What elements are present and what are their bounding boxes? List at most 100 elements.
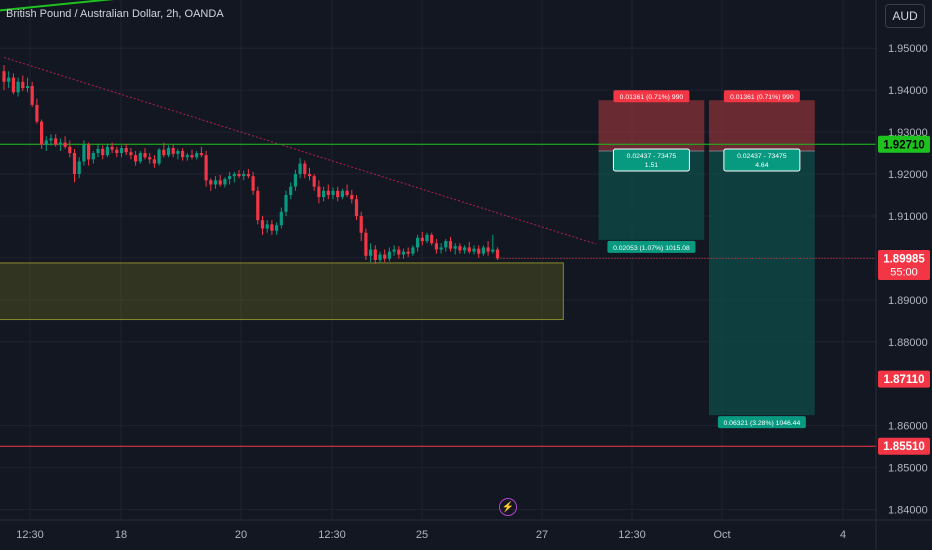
candle-body — [77, 161, 81, 175]
chart-title: British Pound / Australian Dollar, 2h, O… — [6, 8, 224, 20]
lightning-icon[interactable]: ⚡ — [499, 498, 517, 516]
candle-body — [373, 249, 377, 260]
candle — [190, 149, 194, 160]
price-axis-label-text: 1.87110 — [884, 374, 925, 386]
candle-body — [223, 179, 227, 185]
candle-body — [345, 190, 349, 195]
currency-button[interactable]: AUD — [885, 4, 925, 28]
candle — [307, 167, 312, 181]
candle-body — [119, 148, 124, 154]
candle-body — [298, 163, 302, 175]
candle — [181, 148, 185, 161]
candle-body — [166, 148, 171, 156]
stop-label: 0.01361 (0.71%) 990 — [613, 90, 690, 103]
candle — [54, 134, 58, 147]
candle-body — [72, 153, 77, 175]
candle — [119, 145, 124, 158]
candle — [481, 245, 485, 256]
candle-body — [91, 153, 95, 160]
candle-body — [495, 249, 500, 259]
candle-body — [124, 148, 128, 153]
candle-body — [199, 153, 203, 156]
resistance-trendline — [3, 56, 597, 245]
candle — [317, 180, 321, 204]
candle-body — [251, 176, 255, 191]
candle-body — [392, 249, 396, 252]
candle — [345, 184, 349, 198]
y-tick-label: 1.89000 — [888, 295, 928, 307]
candle-body — [317, 186, 321, 198]
candle — [35, 98, 39, 124]
x-tick-label: 27 — [536, 529, 548, 541]
candle — [260, 215, 265, 235]
support-zone — [0, 262, 564, 321]
candle — [49, 134, 53, 146]
candle — [448, 236, 453, 252]
candle — [378, 251, 382, 263]
candle — [364, 228, 368, 260]
candle-body — [265, 224, 269, 229]
candle — [467, 241, 471, 254]
candle-body — [477, 248, 481, 254]
ratio-label: 0.02437 - 73475 4.64 — [723, 148, 801, 172]
candle — [223, 177, 227, 188]
candle-body — [420, 237, 424, 242]
candle — [228, 171, 232, 185]
candle — [284, 190, 288, 216]
candle — [30, 81, 34, 107]
candle-body — [336, 190, 340, 198]
candle — [439, 243, 443, 254]
target-label-box — [717, 416, 806, 429]
candle — [477, 245, 481, 258]
candle-body — [491, 249, 495, 252]
candle-body — [105, 146, 109, 156]
x-tick-label: 12:30 — [618, 529, 646, 541]
stop-label-text: 0.01361 (0.71%) 990 — [620, 94, 684, 101]
candle-body — [416, 237, 420, 248]
candle-body — [148, 157, 152, 160]
candle-body — [322, 190, 326, 198]
candle-body — [458, 246, 462, 251]
y-tick-label: 1.88000 — [888, 337, 928, 349]
candle — [152, 155, 156, 168]
candle — [251, 171, 255, 195]
candle — [434, 239, 438, 254]
candle-body — [312, 176, 316, 187]
candle — [293, 169, 297, 191]
candle — [425, 232, 429, 244]
candle — [166, 145, 171, 158]
candle — [129, 148, 133, 160]
ratio-label-text: 0.02437 - 73475 — [627, 153, 677, 160]
candle — [392, 245, 396, 256]
target-label: 0.02053 (1.07%) 1015.08 — [607, 240, 696, 253]
y-tick-label: 1.95000 — [888, 43, 928, 55]
candle-body — [270, 224, 274, 231]
candle-body — [359, 215, 363, 233]
price-axis-label-box — [878, 370, 930, 388]
candle — [237, 169, 241, 179]
y-tick-label: 1.94000 — [888, 85, 928, 97]
candles — [2, 65, 500, 265]
candle — [411, 245, 415, 256]
candle-body — [218, 180, 222, 185]
x-tick-label: Oct — [713, 529, 730, 541]
candle — [185, 153, 189, 161]
candle — [87, 142, 91, 166]
candle-body — [110, 146, 114, 150]
x-tick-label: 4 — [840, 529, 846, 541]
candle — [312, 174, 316, 191]
candle — [270, 220, 274, 235]
candle — [44, 136, 48, 151]
candle — [453, 243, 457, 255]
candle — [58, 138, 62, 151]
candle — [105, 144, 109, 158]
candle — [101, 145, 105, 160]
target-label-text: 0.06321 (3.28%) 1046.44 — [724, 420, 801, 427]
support-trendline — [0, 0, 114, 12]
candle — [359, 211, 363, 242]
candle-body — [411, 247, 415, 254]
candle-body — [444, 241, 448, 248]
candle-body — [171, 148, 175, 154]
